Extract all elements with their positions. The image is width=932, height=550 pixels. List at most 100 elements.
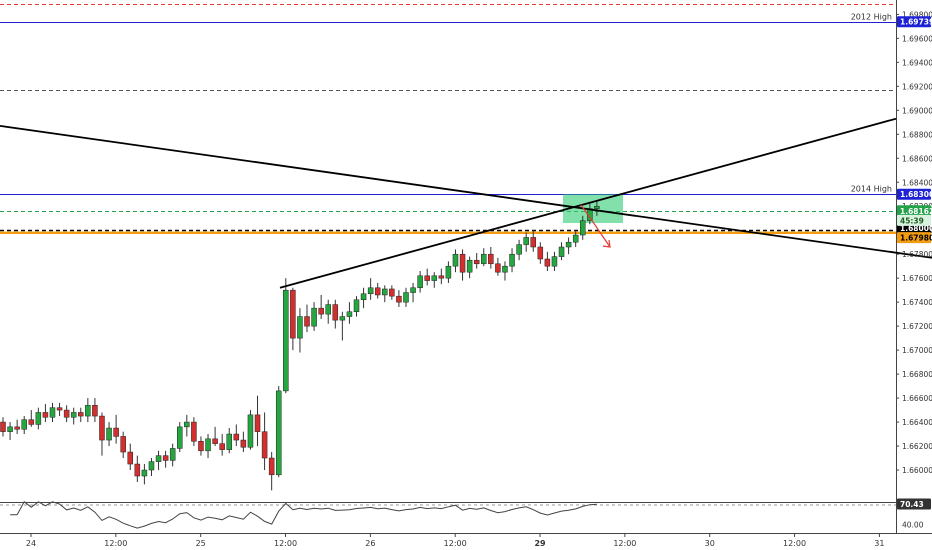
candle-body-19 xyxy=(134,463,141,477)
candle-body-82 xyxy=(579,220,586,236)
candle-81 xyxy=(572,230,579,248)
candle-body-0 xyxy=(0,421,6,432)
level-label-1: 2014 High xyxy=(851,185,892,194)
time-tick-label-2: 25 xyxy=(196,539,206,548)
candle-62 xyxy=(438,268,445,285)
candle-13 xyxy=(92,398,98,423)
rsi-layer xyxy=(0,501,896,529)
candle-body-13 xyxy=(92,405,98,417)
candle-body-1 xyxy=(7,426,13,432)
candle-body-59 xyxy=(417,275,423,289)
candle-48 xyxy=(339,311,346,341)
candle-34 xyxy=(240,431,247,453)
candle-60 xyxy=(424,268,430,286)
candle-body-35 xyxy=(247,414,254,448)
candle-57 xyxy=(403,287,409,307)
candle-84 xyxy=(594,200,600,216)
level-label-0: 2012 High xyxy=(851,13,892,22)
candle-body-15 xyxy=(106,427,112,441)
candle-body-71 xyxy=(502,265,508,273)
candle-73 xyxy=(516,239,522,261)
candle-body-33 xyxy=(233,433,240,441)
price-tick-label-0: 1.69800 xyxy=(902,10,932,19)
rsi-line xyxy=(10,501,597,529)
candle-66 xyxy=(466,256,473,279)
candle-body-46 xyxy=(325,304,331,315)
time-tick-label-5: 12:00 xyxy=(444,539,467,548)
candle-27 xyxy=(191,417,197,447)
candle-body-5 xyxy=(35,412,42,425)
price-badge-0: 1.69739 xyxy=(897,16,932,28)
candle-71 xyxy=(502,261,508,281)
candle-0 xyxy=(0,417,6,437)
candle-body-52 xyxy=(367,287,374,295)
candle-8 xyxy=(56,402,63,417)
candle-body-78 xyxy=(551,256,558,267)
candle-body-16 xyxy=(113,427,119,437)
candle-39 xyxy=(275,386,282,478)
countdown-badge-text: 45:39 xyxy=(900,216,924,225)
candle-55 xyxy=(389,285,395,300)
candle-70 xyxy=(495,257,501,276)
candle-56 xyxy=(396,290,402,307)
candle-body-72 xyxy=(509,253,515,267)
candle-51 xyxy=(360,287,367,309)
candle-body-20 xyxy=(141,469,148,477)
price-badge-4-text: 1.67980 xyxy=(900,234,932,243)
candle-43 xyxy=(304,304,310,333)
candle-50 xyxy=(353,296,360,317)
target-zone xyxy=(563,194,623,224)
candle-4 xyxy=(28,410,35,427)
candle-23 xyxy=(162,450,169,468)
candle-body-25 xyxy=(177,426,183,449)
support-band xyxy=(0,231,896,234)
candle-64 xyxy=(452,249,459,273)
trendline-ascending xyxy=(279,117,897,289)
candle-body-10 xyxy=(70,412,77,418)
candle-44 xyxy=(311,302,317,331)
candle-29 xyxy=(205,434,211,459)
price-ticks-layer: 1.69800 1.69600 1.69400 1.69200 1.69000 1.688… xyxy=(896,10,932,530)
candle-20 xyxy=(141,464,148,485)
candle-18 xyxy=(127,443,134,471)
projection-arrow-line xyxy=(580,204,611,248)
price-badge-1-text: 1.68300 xyxy=(900,190,932,199)
candle-body-70 xyxy=(495,263,501,273)
time-tick-label-10: 31 xyxy=(874,539,884,548)
price-tick-label-10: 1.67800 xyxy=(902,250,932,259)
candle-body-3 xyxy=(21,419,27,430)
price-badge-0-bg xyxy=(897,16,931,28)
candle-47 xyxy=(332,299,339,329)
price-badge-2-bg xyxy=(897,205,931,217)
target-zone-layer xyxy=(563,194,623,224)
candle-80 xyxy=(565,237,572,255)
candle-body-77 xyxy=(544,258,551,267)
price-tick-label-14: 1.67000 xyxy=(902,346,932,355)
candle-body-21 xyxy=(148,461,155,471)
candle-body-54 xyxy=(382,288,388,296)
candle-36 xyxy=(254,395,261,447)
trendlines-layer xyxy=(0,117,932,289)
countdown-badge-bg xyxy=(897,214,931,226)
candle-body-8 xyxy=(56,407,63,411)
candle-67 xyxy=(473,252,480,269)
candle-15 xyxy=(106,422,112,447)
candle-63 xyxy=(445,261,452,283)
levels-layer: 2012 High 2014 High xyxy=(0,4,896,234)
time-tick-label-8: 30 xyxy=(705,539,715,548)
candle-10 xyxy=(70,407,77,425)
price-tick-label-6: 1.68600 xyxy=(902,154,932,163)
trendline-descending xyxy=(0,125,932,259)
candle-76 xyxy=(537,242,544,264)
price-tick-label-5: 1.68800 xyxy=(902,130,932,139)
candle-body-60 xyxy=(424,275,430,281)
candle-body-47 xyxy=(332,304,339,321)
candle-body-50 xyxy=(353,299,360,313)
rsi-value-badge-text: 70.43 xyxy=(900,500,924,509)
candle-16 xyxy=(113,414,119,444)
candle-72 xyxy=(509,248,515,273)
candle-body-55 xyxy=(389,288,395,297)
candle-body-29 xyxy=(205,438,211,452)
